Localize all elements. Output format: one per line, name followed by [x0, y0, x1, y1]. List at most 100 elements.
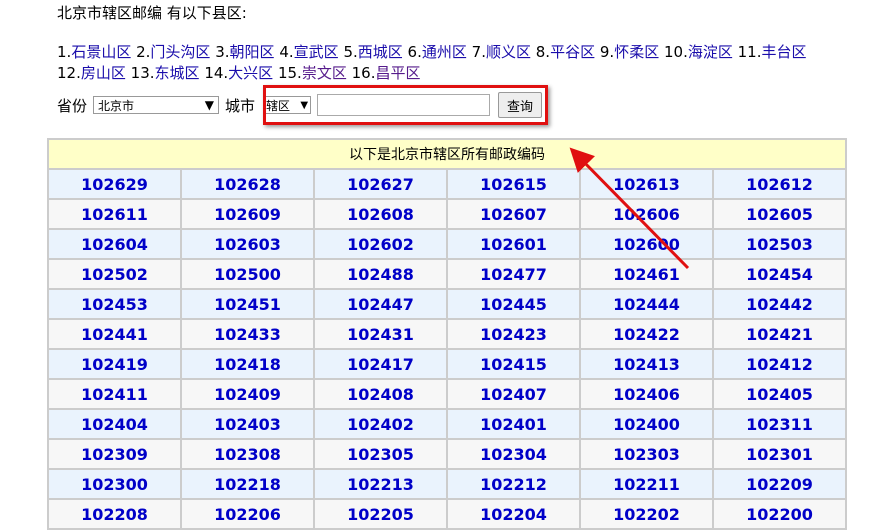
postcode-cell[interactable]: 102488 — [313, 258, 448, 290]
postcode-cell[interactable]: 102613 — [579, 168, 714, 200]
postcode-cell[interactable]: 102406 — [579, 378, 714, 410]
postcode-cell[interactable]: 102502 — [47, 258, 182, 290]
table-row: 102300 102218 102213 102212 102211 102209 — [47, 468, 847, 500]
postcode-cell[interactable]: 102609 — [180, 198, 315, 230]
query-button[interactable]: 查询 — [498, 92, 543, 118]
district-num: 1. — [57, 43, 72, 61]
province-select[interactable]: 北京市 ▼ — [93, 96, 220, 114]
postcode-cell[interactable]: 102206 — [180, 498, 315, 530]
district-link[interactable]: 大兴区 — [228, 64, 274, 82]
district-link[interactable]: 昌平区 — [375, 64, 421, 82]
district-num: 3. — [215, 43, 230, 61]
postcode-cell[interactable]: 102612 — [712, 168, 847, 200]
postcode-cell[interactable]: 102209 — [712, 468, 847, 500]
postcode-cell[interactable]: 102407 — [446, 378, 581, 410]
search-input[interactable] — [317, 94, 491, 116]
postcode-cell[interactable]: 102412 — [712, 348, 847, 380]
postcode-cell[interactable]: 102301 — [712, 438, 847, 470]
district-link[interactable]: 怀柔区 — [614, 43, 660, 61]
district-link[interactable]: 房山区 — [80, 64, 126, 82]
district-num: 14. — [204, 64, 229, 82]
postcode-cell[interactable]: 102500 — [180, 258, 315, 290]
postcode-cell[interactable]: 102400 — [579, 408, 714, 440]
postcode-cell[interactable]: 102212 — [446, 468, 581, 500]
postcode-cell[interactable]: 102503 — [712, 228, 847, 260]
postcode-cell[interactable]: 102600 — [579, 228, 714, 260]
district-link[interactable]: 门头沟区 — [150, 43, 211, 61]
postcode-cell[interactable]: 102311 — [712, 408, 847, 440]
postcode-cell[interactable]: 102423 — [446, 318, 581, 350]
postcode-cell[interactable]: 102602 — [313, 228, 448, 260]
postcode-cell[interactable]: 102419 — [47, 348, 182, 380]
postcode-cell[interactable]: 102415 — [446, 348, 581, 380]
postcode-cell[interactable]: 102453 — [47, 288, 182, 320]
postcode-cell[interactable]: 102442 — [712, 288, 847, 320]
postcode-cell[interactable]: 102300 — [47, 468, 182, 500]
postcode-cell[interactable]: 102408 — [313, 378, 448, 410]
postcode-cell[interactable]: 102607 — [446, 198, 581, 230]
district-link[interactable]: 石景山区 — [71, 43, 132, 61]
postcode-cell[interactable]: 102608 — [313, 198, 448, 230]
district-link[interactable]: 宣武区 — [293, 43, 339, 61]
postcode-cell[interactable]: 102422 — [579, 318, 714, 350]
postcode-cell[interactable]: 102477 — [446, 258, 581, 290]
postcode-cell[interactable]: 102304 — [446, 438, 581, 470]
postcode-cell[interactable]: 102204 — [446, 498, 581, 530]
district-link[interactable]: 西城区 — [357, 43, 403, 61]
district-link[interactable]: 崇文区 — [301, 64, 347, 82]
postcode-cell[interactable]: 102441 — [47, 318, 182, 350]
postcode-cell[interactable]: 102411 — [47, 378, 182, 410]
table-row: 102208 102206 102205 102204 102202 102200 — [47, 498, 847, 530]
postcode-cell[interactable]: 102611 — [47, 198, 182, 230]
postcode-cell[interactable]: 102604 — [47, 228, 182, 260]
postcode-cell[interactable]: 102433 — [180, 318, 315, 350]
postcode-cell[interactable]: 102405 — [712, 378, 847, 410]
district-link[interactable]: 海淀区 — [687, 43, 733, 61]
postcode-cell[interactable]: 102403 — [180, 408, 315, 440]
postcode-cell[interactable]: 102200 — [712, 498, 847, 530]
postcode-cell[interactable]: 102628 — [180, 168, 315, 200]
district-link[interactable]: 顺义区 — [485, 43, 531, 61]
postcode-cell[interactable]: 102601 — [446, 228, 581, 260]
postcode-cell[interactable]: 102417 — [313, 348, 448, 380]
postcode-cell[interactable]: 102454 — [712, 258, 847, 290]
postcode-cell[interactable]: 102629 — [47, 168, 182, 200]
district-link[interactable]: 通州区 — [421, 43, 467, 61]
postcode-cell[interactable]: 102402 — [313, 408, 448, 440]
postcode-cell[interactable]: 102208 — [47, 498, 182, 530]
district-num: 10. — [663, 43, 688, 61]
postcode-table: 以下是北京市辖区所有邮政编码 102629 102628 102627 102615 1… — [47, 138, 847, 530]
postcode-cell[interactable]: 102606 — [579, 198, 714, 230]
postcode-cell[interactable]: 102447 — [313, 288, 448, 320]
city-label: 城市 — [225, 96, 256, 115]
postcode-cell[interactable]: 102461 — [579, 258, 714, 290]
postcode-cell[interactable]: 102205 — [313, 498, 448, 530]
table-header: 以下是北京市辖区所有邮政编码 — [47, 138, 847, 170]
district-link[interactable]: 朝阳区 — [229, 43, 275, 61]
postcode-cell[interactable]: 102445 — [446, 288, 581, 320]
postcode-cell[interactable]: 102202 — [579, 498, 714, 530]
postcode-cell[interactable]: 102213 — [313, 468, 448, 500]
postcode-cell[interactable]: 102303 — [579, 438, 714, 470]
postcode-cell[interactable]: 102431 — [313, 318, 448, 350]
postcode-cell[interactable]: 102413 — [579, 348, 714, 380]
district-link[interactable]: 平谷区 — [550, 43, 596, 61]
postcode-cell[interactable]: 102444 — [579, 288, 714, 320]
postcode-cell[interactable]: 102451 — [180, 288, 315, 320]
postcode-cell[interactable]: 102421 — [712, 318, 847, 350]
postcode-cell[interactable]: 102404 — [47, 408, 182, 440]
postcode-cell[interactable]: 102308 — [180, 438, 315, 470]
postcode-cell[interactable]: 102409 — [180, 378, 315, 410]
postcode-cell[interactable]: 102627 — [313, 168, 448, 200]
postcode-cell[interactable]: 102615 — [446, 168, 581, 200]
postcode-cell[interactable]: 102211 — [579, 468, 714, 500]
postcode-cell[interactable]: 102418 — [180, 348, 315, 380]
postcode-cell[interactable]: 102309 — [47, 438, 182, 470]
postcode-cell[interactable]: 102605 — [712, 198, 847, 230]
district-link[interactable]: 东城区 — [154, 64, 200, 82]
district-link[interactable]: 丰台区 — [761, 43, 807, 61]
postcode-cell[interactable]: 102603 — [180, 228, 315, 260]
postcode-cell[interactable]: 102218 — [180, 468, 315, 500]
postcode-cell[interactable]: 102305 — [313, 438, 448, 470]
postcode-cell[interactable]: 102401 — [446, 408, 581, 440]
